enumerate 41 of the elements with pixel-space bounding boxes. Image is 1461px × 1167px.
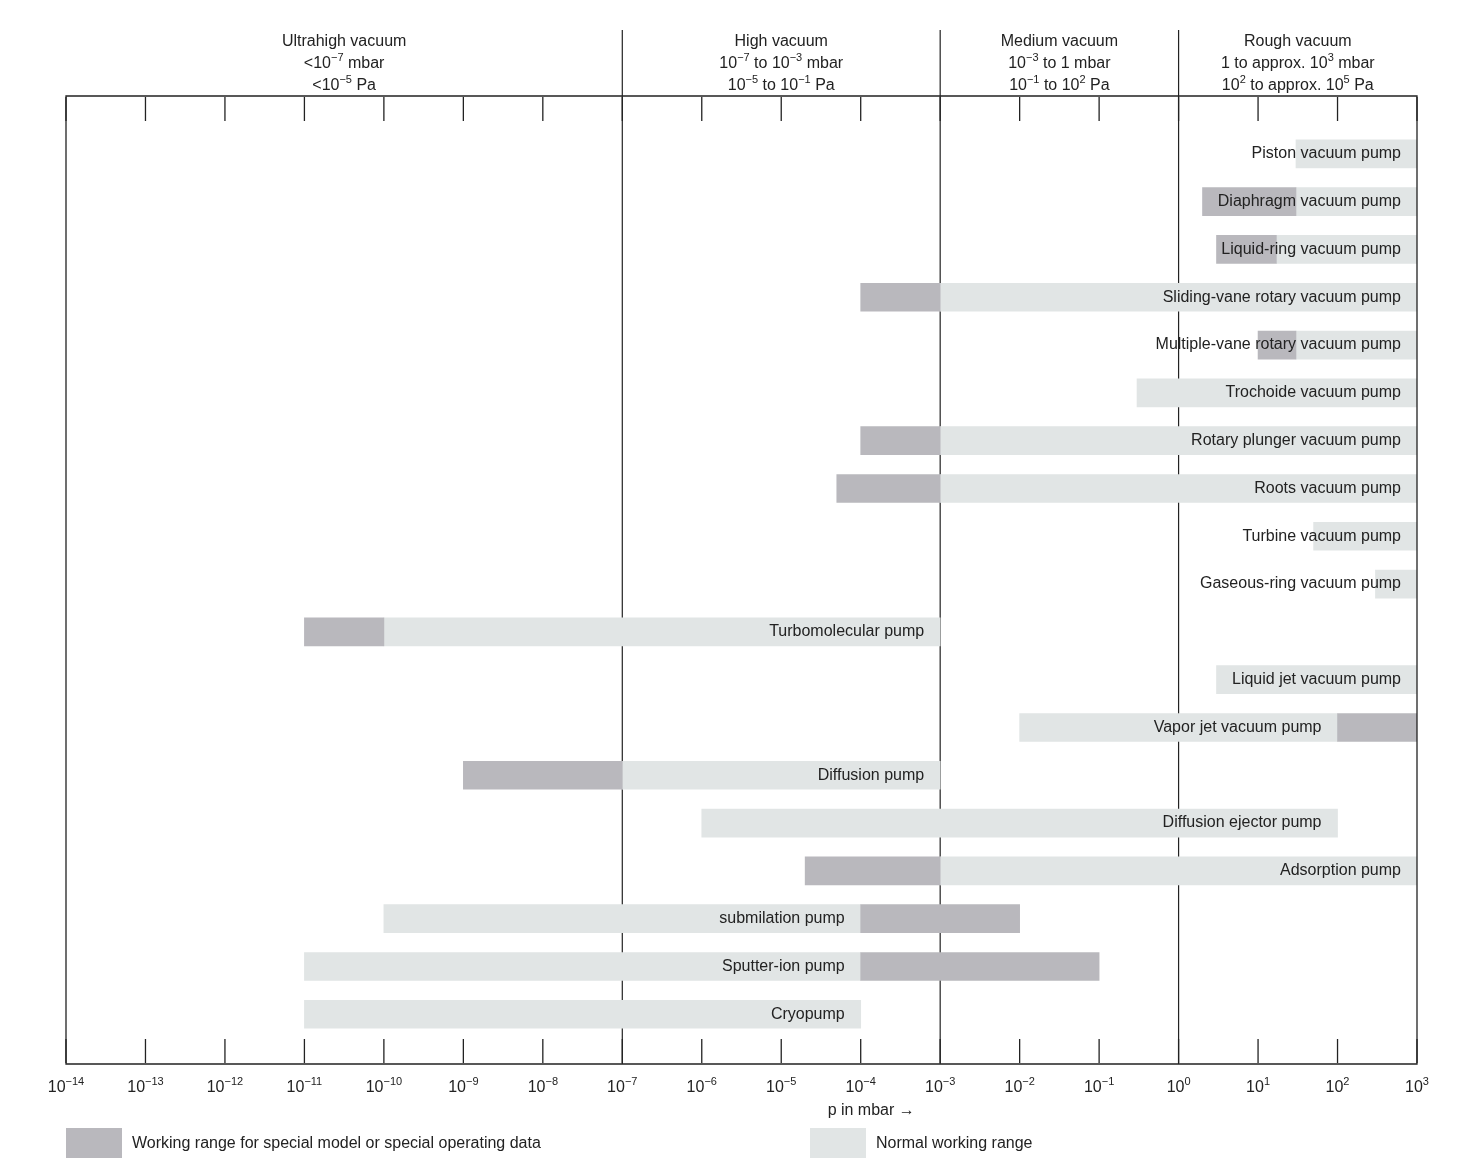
bar bbox=[836, 474, 941, 503]
y-tick-label: Diffusion ejector pump bbox=[1162, 813, 1322, 831]
y-tick-label: submilation pump bbox=[719, 909, 845, 927]
bar bbox=[1337, 713, 1417, 742]
legend-label: Working range for special model or special operating data bbox=[132, 1134, 541, 1152]
y-tick-label: Sputter-ion pump bbox=[721, 956, 845, 974]
bar bbox=[701, 808, 1338, 838]
y-tick-label: Diaphragm vacuum pump bbox=[1217, 192, 1402, 210]
y-tick-label: Liquid jet vacuum pump bbox=[1232, 670, 1402, 688]
x-axis-title: p in mbar → bbox=[827, 1101, 915, 1119]
y-tick-label: Vapor jet vacuum pump bbox=[1153, 717, 1322, 735]
bar bbox=[939, 474, 1417, 503]
y-tick-label: Roots vacuum pump bbox=[1254, 478, 1402, 496]
bar bbox=[304, 617, 385, 647]
bar bbox=[1019, 713, 1338, 742]
legend-label: Normal working range bbox=[876, 1134, 1033, 1152]
bar bbox=[463, 760, 623, 790]
y-tick-label: Adsorption pump bbox=[1280, 861, 1402, 879]
bar bbox=[939, 282, 1417, 312]
bar bbox=[304, 952, 862, 981]
bar bbox=[939, 426, 1417, 455]
y-tick-label: Liquid-ring vacuum pump bbox=[1221, 239, 1402, 257]
bar bbox=[860, 952, 1100, 981]
bar bbox=[939, 856, 1417, 886]
bar bbox=[860, 426, 941, 455]
y-tick-label: Piston vacuum pump bbox=[1251, 144, 1402, 162]
bar bbox=[804, 856, 941, 886]
y-tick-label: Sliding-vane rotary vacuum pump bbox=[1162, 287, 1402, 305]
bar bbox=[383, 904, 862, 934]
y-tick-label: Turbine vacuum pump bbox=[1242, 526, 1402, 544]
bar bbox=[304, 999, 862, 1029]
bar bbox=[621, 760, 941, 790]
bar bbox=[860, 282, 941, 312]
y-tick-label: Cryopump bbox=[770, 1004, 845, 1022]
y-tick-label: Trochoide vacuum pump bbox=[1225, 383, 1402, 401]
y-tick-label: Turbomolecular pump bbox=[769, 622, 925, 640]
bar bbox=[860, 904, 1020, 934]
y-tick-label: Diffusion pump bbox=[817, 765, 925, 783]
bar bbox=[383, 617, 941, 647]
y-tick-label: Rotary plunger vacuum pump bbox=[1191, 431, 1402, 449]
y-tick-label: Gaseous-ring vacuum pump bbox=[1200, 574, 1402, 592]
